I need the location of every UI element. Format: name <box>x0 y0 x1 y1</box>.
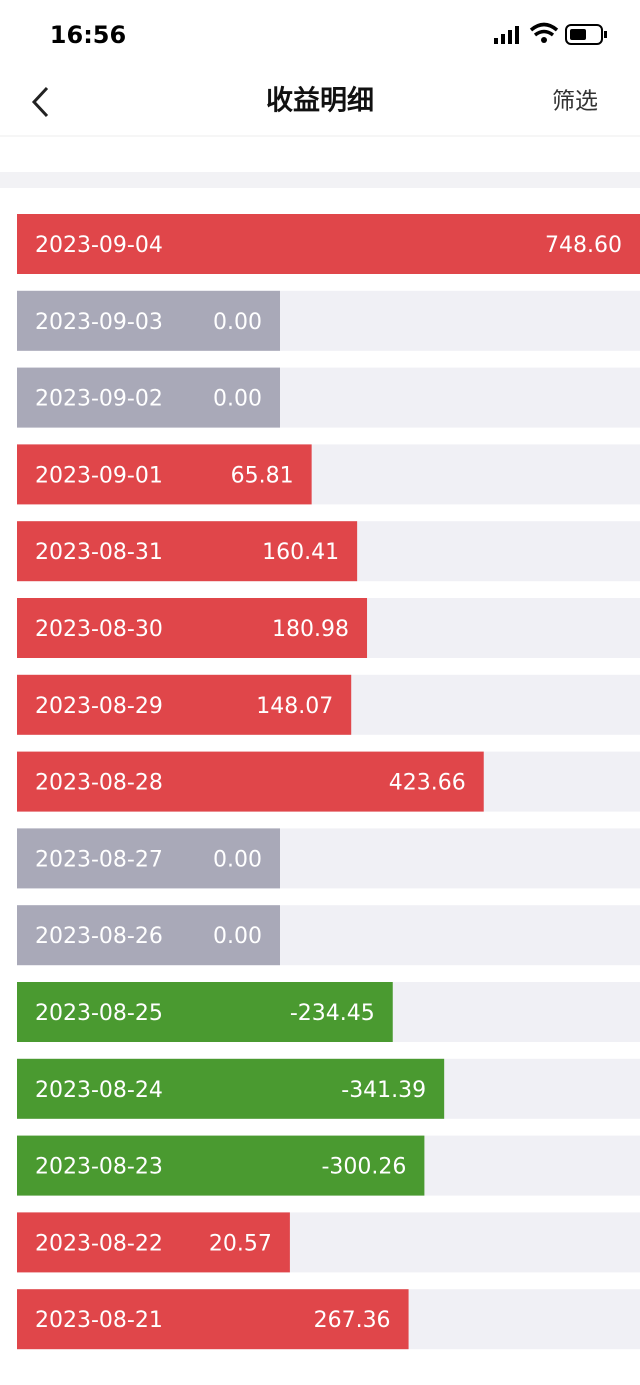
row-date: 2023-08-24 <box>35 1078 163 1103</box>
row-date: 2023-08-31 <box>35 540 163 565</box>
row-date: 2023-08-22 <box>35 1231 163 1256</box>
row-date: 2023-09-04 <box>35 233 163 258</box>
row-date: 2023-09-03 <box>35 310 163 335</box>
row-date: 2023-08-26 <box>35 924 163 949</box>
bar <box>17 444 312 505</box>
row-date: 2023-08-30 <box>35 617 163 642</box>
bar <box>17 521 358 582</box>
page-title: 收益明细 <box>266 85 374 117</box>
row-value: 0.00 <box>213 924 262 949</box>
row-date: 2023-08-28 <box>35 771 163 796</box>
row-value: 148.07 <box>256 694 333 719</box>
status-icons <box>494 22 607 45</box>
bar <box>17 1058 445 1119</box>
row-value: 423.66 <box>389 771 466 796</box>
row-value: 180.98 <box>272 617 349 642</box>
spacer-band <box>0 172 640 188</box>
row-value: 0.00 <box>213 387 262 412</box>
row-value: 160.41 <box>262 540 339 565</box>
bar <box>17 598 368 658</box>
back-button[interactable] <box>31 86 49 118</box>
bar <box>17 214 640 274</box>
row-value: 267.36 <box>314 1308 391 1333</box>
bar <box>17 982 393 1042</box>
row-value: -341.39 <box>341 1078 426 1103</box>
bar <box>17 828 280 889</box>
row-date: 2023-08-29 <box>35 694 163 719</box>
row-date: 2023-09-02 <box>35 387 163 412</box>
row-value: 0.00 <box>213 310 262 335</box>
row-date: 2023-08-27 <box>35 847 163 872</box>
row-value: -234.45 <box>290 1001 375 1026</box>
bar <box>17 905 280 966</box>
bar <box>17 751 484 812</box>
bar <box>17 1289 409 1350</box>
filter-button[interactable]: 筛选 <box>552 89 598 115</box>
bar <box>17 367 280 428</box>
row-date: 2023-09-01 <box>35 463 163 488</box>
row-value: 0.00 <box>213 847 262 872</box>
row-date: 2023-08-25 <box>35 1001 163 1026</box>
bar <box>17 290 280 351</box>
status-time: 16:56 <box>50 21 126 49</box>
bar <box>17 1212 290 1273</box>
row-value: 748.60 <box>545 233 622 258</box>
row-value: 20.57 <box>209 1231 272 1256</box>
bar <box>17 1135 425 1196</box>
row-value: 65.81 <box>231 463 294 488</box>
bar <box>17 674 352 735</box>
row-date: 2023-08-23 <box>35 1155 163 1180</box>
row-date: 2023-08-21 <box>35 1308 163 1333</box>
row-value: -300.26 <box>321 1155 406 1180</box>
